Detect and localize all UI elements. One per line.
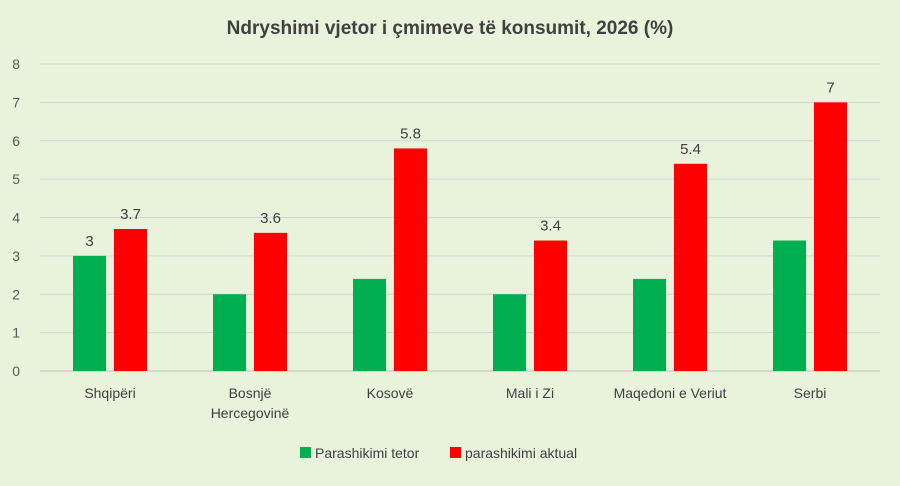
bar-parashikimi-aktual [254, 232, 287, 371]
x-tick-label: Mali i Zi [506, 385, 554, 401]
bar-parashikimi-tetor [213, 294, 246, 371]
x-tick-label: Serbi [794, 385, 827, 401]
data-label: 5.4 [680, 141, 701, 158]
gridlines [40, 63, 880, 372]
x-axis: Shqipëri Bosnjë Hercegovinë Kosovë Mali i Zi… [84, 385, 826, 421]
x-tick-label: Kosovë [367, 385, 414, 401]
legend-label: parashikimi aktual [465, 445, 577, 461]
x-tick-label: Bosnjë [229, 385, 272, 401]
y-tick-label: 2 [12, 286, 20, 302]
legend: Parashikimi tetor parashikimi aktual [300, 445, 577, 461]
bar-parashikimi-tetor [773, 240, 806, 371]
y-tick-label: 1 [12, 325, 20, 341]
y-tick-label: 0 [12, 363, 20, 379]
bar-parashikimi-aktual [534, 240, 567, 371]
bar-parashikimi-tetor [73, 255, 106, 371]
bars [73, 102, 847, 371]
y-tick-label: 8 [12, 56, 20, 72]
bar-parashikimi-tetor [633, 278, 666, 371]
x-tick-label: Maqedoni e Veriut [614, 385, 727, 401]
x-tick-label: Hercegovinë [211, 405, 290, 421]
data-label: 7 [826, 79, 834, 96]
data-labels: 3 3.7 3.6 5.8 3.4 5.4 7 [85, 79, 834, 250]
data-label: 3.4 [540, 218, 561, 235]
y-tick-label: 5 [12, 171, 20, 187]
bar-parashikimi-aktual [394, 148, 427, 371]
y-axis: 0 1 2 3 4 5 6 7 8 [12, 56, 20, 379]
legend-swatch [450, 447, 461, 458]
bar-parashikimi-aktual [814, 102, 847, 371]
y-tick-label: 3 [12, 248, 20, 264]
y-tick-label: 7 [12, 94, 20, 110]
x-tick-label: Shqipëri [84, 385, 135, 401]
legend-label: Parashikimi tetor [315, 445, 420, 461]
y-tick-label: 6 [12, 133, 20, 149]
bar-parashikimi-tetor [353, 278, 386, 371]
data-label: 3.6 [260, 210, 281, 227]
data-label: 5.8 [400, 125, 421, 142]
bar-parashikimi-aktual [114, 229, 147, 371]
data-label: 3 [85, 233, 93, 250]
bar-parashikimi-aktual [674, 163, 707, 371]
legend-swatch [300, 447, 311, 458]
bar-parashikimi-tetor [493, 294, 526, 371]
chart-title: Ndryshimi vjetor i çmimeve të konsumit, … [227, 18, 674, 39]
data-label: 3.7 [120, 206, 141, 223]
y-tick-label: 4 [12, 210, 20, 226]
